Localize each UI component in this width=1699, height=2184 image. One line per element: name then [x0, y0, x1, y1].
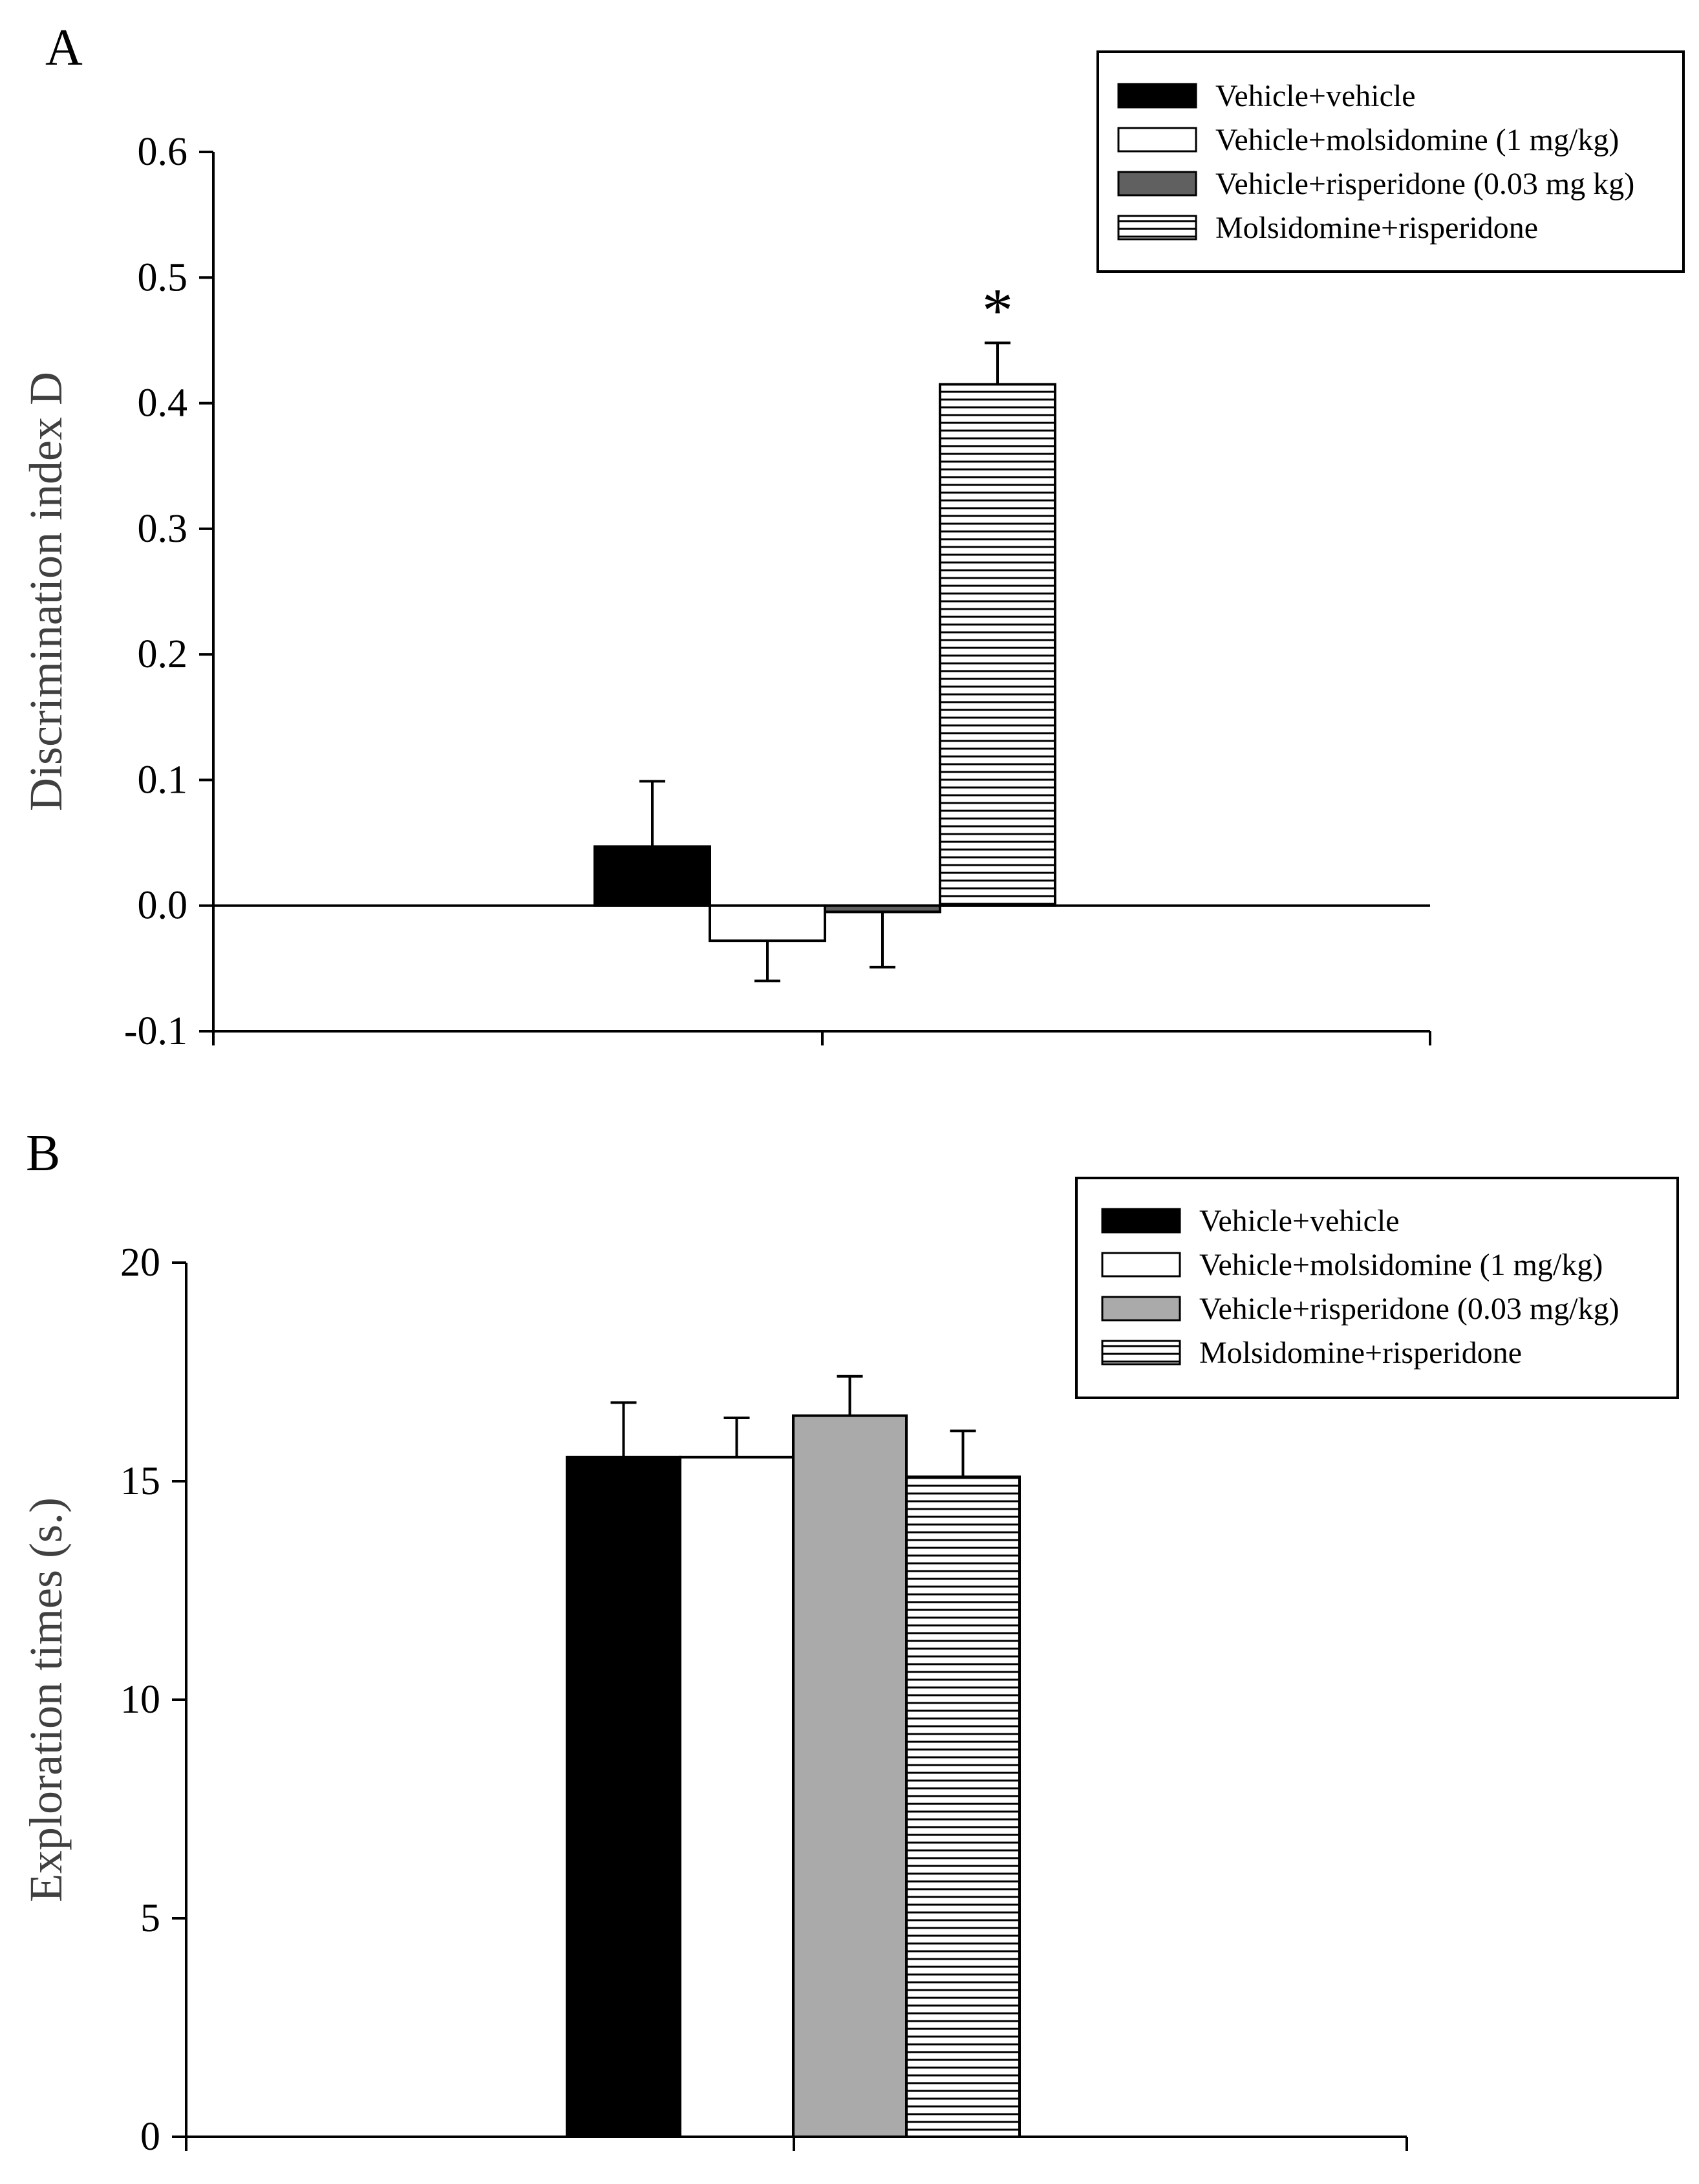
y-tick-label: 0.1: [138, 758, 188, 802]
panel-label: B: [26, 1125, 60, 1182]
y-tick-label: 10: [120, 1678, 160, 1722]
y-tick-label: 15: [120, 1459, 160, 1503]
significance-star: *: [982, 275, 1013, 345]
y-tick-label: 0.0: [138, 884, 188, 928]
y-tick-label: 0.5: [138, 255, 188, 299]
y-tick-label: 0.2: [138, 632, 188, 676]
bar: [824, 904, 941, 914]
bar: [905, 1475, 1021, 2138]
legend-swatch: [1101, 1208, 1181, 1234]
y-tick-label: 0.4: [138, 381, 188, 425]
legend-swatch: [1101, 1340, 1181, 1365]
y-tick-label: 20: [120, 1241, 160, 1285]
y-tick-label: 0.3: [138, 507, 188, 551]
legend-label: Molsidomine+risperidone: [1215, 211, 1538, 245]
legend-swatch: [1101, 1296, 1181, 1322]
panel-a: A -0.1 0.0 0.1 0.2 0.3 0.4 0.5 0.6 Discrimination…: [20, 19, 1685, 1053]
y-tick-label: -0.1: [124, 1009, 187, 1053]
y-tick-label: 0.6: [138, 130, 188, 174]
legend-label: Molsidomine+risperidone: [1199, 1336, 1522, 1370]
panel-label: A: [45, 19, 83, 76]
y-tick-label: 0: [140, 2115, 160, 2159]
legend-swatch: [1117, 215, 1197, 241]
legend-swatch: [1117, 127, 1197, 153]
legend-swatch: [1117, 83, 1197, 109]
legend-label: Vehicle+vehicle: [1199, 1204, 1400, 1238]
legend-label: Vehicle+molsidomine (1 mg/kg): [1215, 123, 1619, 157]
legend-label: Vehicle+risperidone (0.03 mg kg): [1215, 167, 1634, 201]
bar: [566, 1455, 681, 2139]
y-tick-label: 5: [140, 1896, 160, 1940]
bar: [679, 1455, 795, 2139]
y-axis-label: Exploration times (s.): [20, 1497, 72, 1902]
legend-swatch: [1101, 1252, 1181, 1278]
bar: [792, 1414, 908, 2139]
y-axis-label: Discrimination index D: [20, 372, 72, 811]
panel-b: B 0 5 10 15 20 Exploration times (s.) Vehicle+v…: [20, 1125, 1679, 2159]
bar: [709, 904, 826, 943]
bar: [593, 845, 711, 907]
bar: [939, 383, 1056, 907]
legend-swatch: [1117, 171, 1197, 197]
legend-label: Vehicle+vehicle: [1215, 79, 1416, 113]
legend-label: Vehicle+molsidomine (1 mg/kg): [1199, 1248, 1603, 1282]
legend-label: Vehicle+risperidone (0.03 mg/kg): [1199, 1292, 1619, 1326]
